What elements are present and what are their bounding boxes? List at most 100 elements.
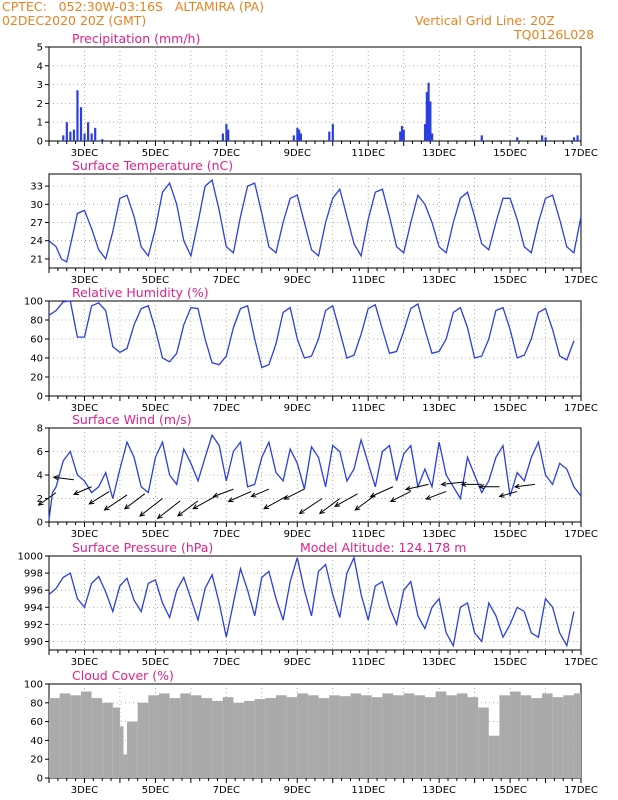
wind-ytick-label: 2 [37,494,43,505]
pressure-ytick-label: 992 [24,620,43,631]
pressure-ytick-label: 996 [24,586,43,597]
pressure-xtick-label: 15DEC [493,657,527,668]
rh-xtick-label: 5DEC [142,403,169,414]
run-date-header: 02DEC2020 20Z (GMT) [2,13,147,28]
precip-bar [76,90,79,141]
temp-xtick-label: 3DEC [71,275,98,286]
rh-ytick-label: 80 [30,316,43,327]
cloud-area-bar [435,691,447,778]
rh-title: Relative Humidity (%) [72,285,209,300]
cloud-xtick-label: 9DEC [284,785,311,796]
precip-bar [90,133,93,141]
wind-arrow [263,495,287,510]
precip-bar [331,124,334,141]
cloud-area-bar [446,695,457,778]
wind-arrow-head [298,508,305,515]
pressure-subtitle: Model Altitude: 124.178 m [300,540,466,555]
wind-arrow [104,494,128,511]
precip-bar [400,125,404,141]
temp-xtick-label: 9DEC [284,275,311,286]
cloud-area-bar [456,693,468,778]
cloud-area-bar [180,693,191,778]
precip-bar [101,139,104,141]
cloud-area-bar [49,698,60,778]
rh-ytick-label: 0 [37,392,43,403]
wind-arrow-head [227,497,234,503]
wind-arrow-head [440,481,447,487]
model-id-header: TQ0126L028 [514,27,595,42]
precip-bar [72,129,76,141]
pressure-series-line [48,555,575,648]
temp-ytick-label: 33 [30,182,43,193]
wind-title: Surface Wind (m/s) [72,412,192,427]
pressure-ytick-label: 1000 [18,552,43,563]
cloud-area-bar [127,721,138,778]
cloud-area-bar [112,707,120,778]
cloud-area-bar [244,700,255,778]
precip-bar [480,135,483,141]
rh-xtick-label: 9DEC [284,403,311,414]
cloud-area-bar [499,695,511,778]
cloud-area-bar [488,735,500,778]
precip-bar [540,135,544,141]
wind-arrow-head [156,513,163,520]
cloud-area-bar [123,754,128,778]
wind-arrow [192,495,216,510]
cloud-area-bar [222,697,234,778]
cloud-area-bar [318,698,330,778]
wind-arrow-head [513,483,520,489]
cloud-area-bar [212,700,223,778]
cloud-area-bar [70,695,81,778]
cloud-area-bar [371,697,383,778]
wind-arrow-head [103,505,110,511]
precip-bar [87,122,90,141]
wind-arrow-head [478,484,485,490]
wind-arrow [38,492,57,506]
temp-xtick-label: 13DEC [422,275,456,286]
wind-arrow-head [334,501,341,507]
precip-xtick-label: 13DEC [422,148,456,159]
wind-arrow-head [192,504,199,510]
cloud-area-bar [297,693,308,778]
cloud-area-bar [350,693,362,778]
cloud-area-bar [137,702,149,778]
cloud-area-bar [424,697,436,778]
precip-bar [296,127,299,141]
wind-arrow [390,491,411,502]
precip-xtick-label: 17DEC [564,148,598,159]
wind-arrow [499,490,518,497]
temp-xtick-label: 5DEC [142,275,169,286]
wind-arrow-head [389,497,396,502]
cloud-area-bar [59,693,71,778]
wind-arrow-head [283,494,290,500]
pressure-xtick-label: 9DEC [284,657,311,668]
precip-xtick-label: 9DEC [284,148,311,159]
cloud-area-bar [478,707,489,778]
temp-ytick-label: 21 [30,254,43,265]
cloud-area-bar [201,698,213,778]
precip-bar [298,129,301,141]
cloud-area-bar [329,695,340,778]
rh-ytick-label: 60 [30,335,43,346]
station-header: CPTEC: 052:30W-03:16S ALTAMIRA (PA) [2,0,265,14]
wind-arrow [334,493,358,507]
temp-ytick-label: 24 [30,236,43,247]
precip-bar [299,133,303,141]
wind-arrow-head [404,485,411,492]
wind-arrow-head [73,490,80,495]
precip-bar [227,129,230,141]
precip-bar [79,107,83,141]
temp-series-line [48,178,582,263]
pressure-xtick-label: 3DEC [71,657,98,668]
precip-bar [69,131,72,141]
wind-arrow [177,500,199,517]
temp-ytick-label: 27 [30,218,43,229]
wind-arrow [139,498,163,517]
pressure-ytick-label: 994 [24,603,43,614]
pressure-frame [48,555,582,651]
wind-series-line [48,433,582,520]
cloud-ytick-label: 20 [30,755,43,766]
pressure-xtick-label: 13DEC [422,657,456,668]
wind-arrow [53,476,74,481]
cloud-area-bar [265,698,276,778]
